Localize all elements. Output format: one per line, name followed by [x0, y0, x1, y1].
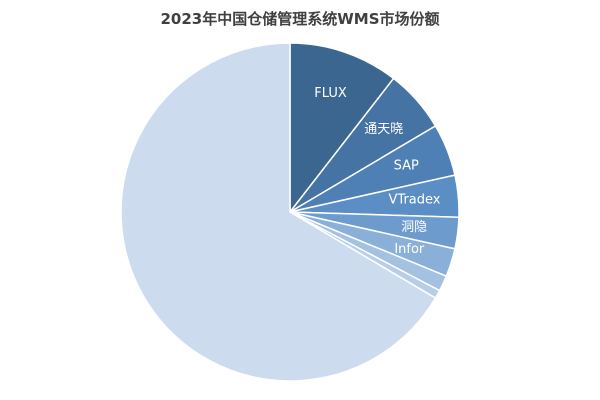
slice-label-0: FLUX — [314, 86, 347, 101]
pie-slice-0 — [289, 42, 395, 215]
slice-label-4: 洞隐 — [401, 220, 427, 235]
slice-label-5: Infor — [394, 242, 425, 257]
chart-title: 2023年中国仓储管理系统WMS市场份额 — [160, 10, 440, 28]
slice-label-2: SAP — [394, 159, 419, 174]
pie-slice-8 — [120, 42, 437, 382]
slice-label-3: VTradex — [389, 193, 441, 208]
slice-label-1: 通天晓 — [364, 122, 403, 137]
